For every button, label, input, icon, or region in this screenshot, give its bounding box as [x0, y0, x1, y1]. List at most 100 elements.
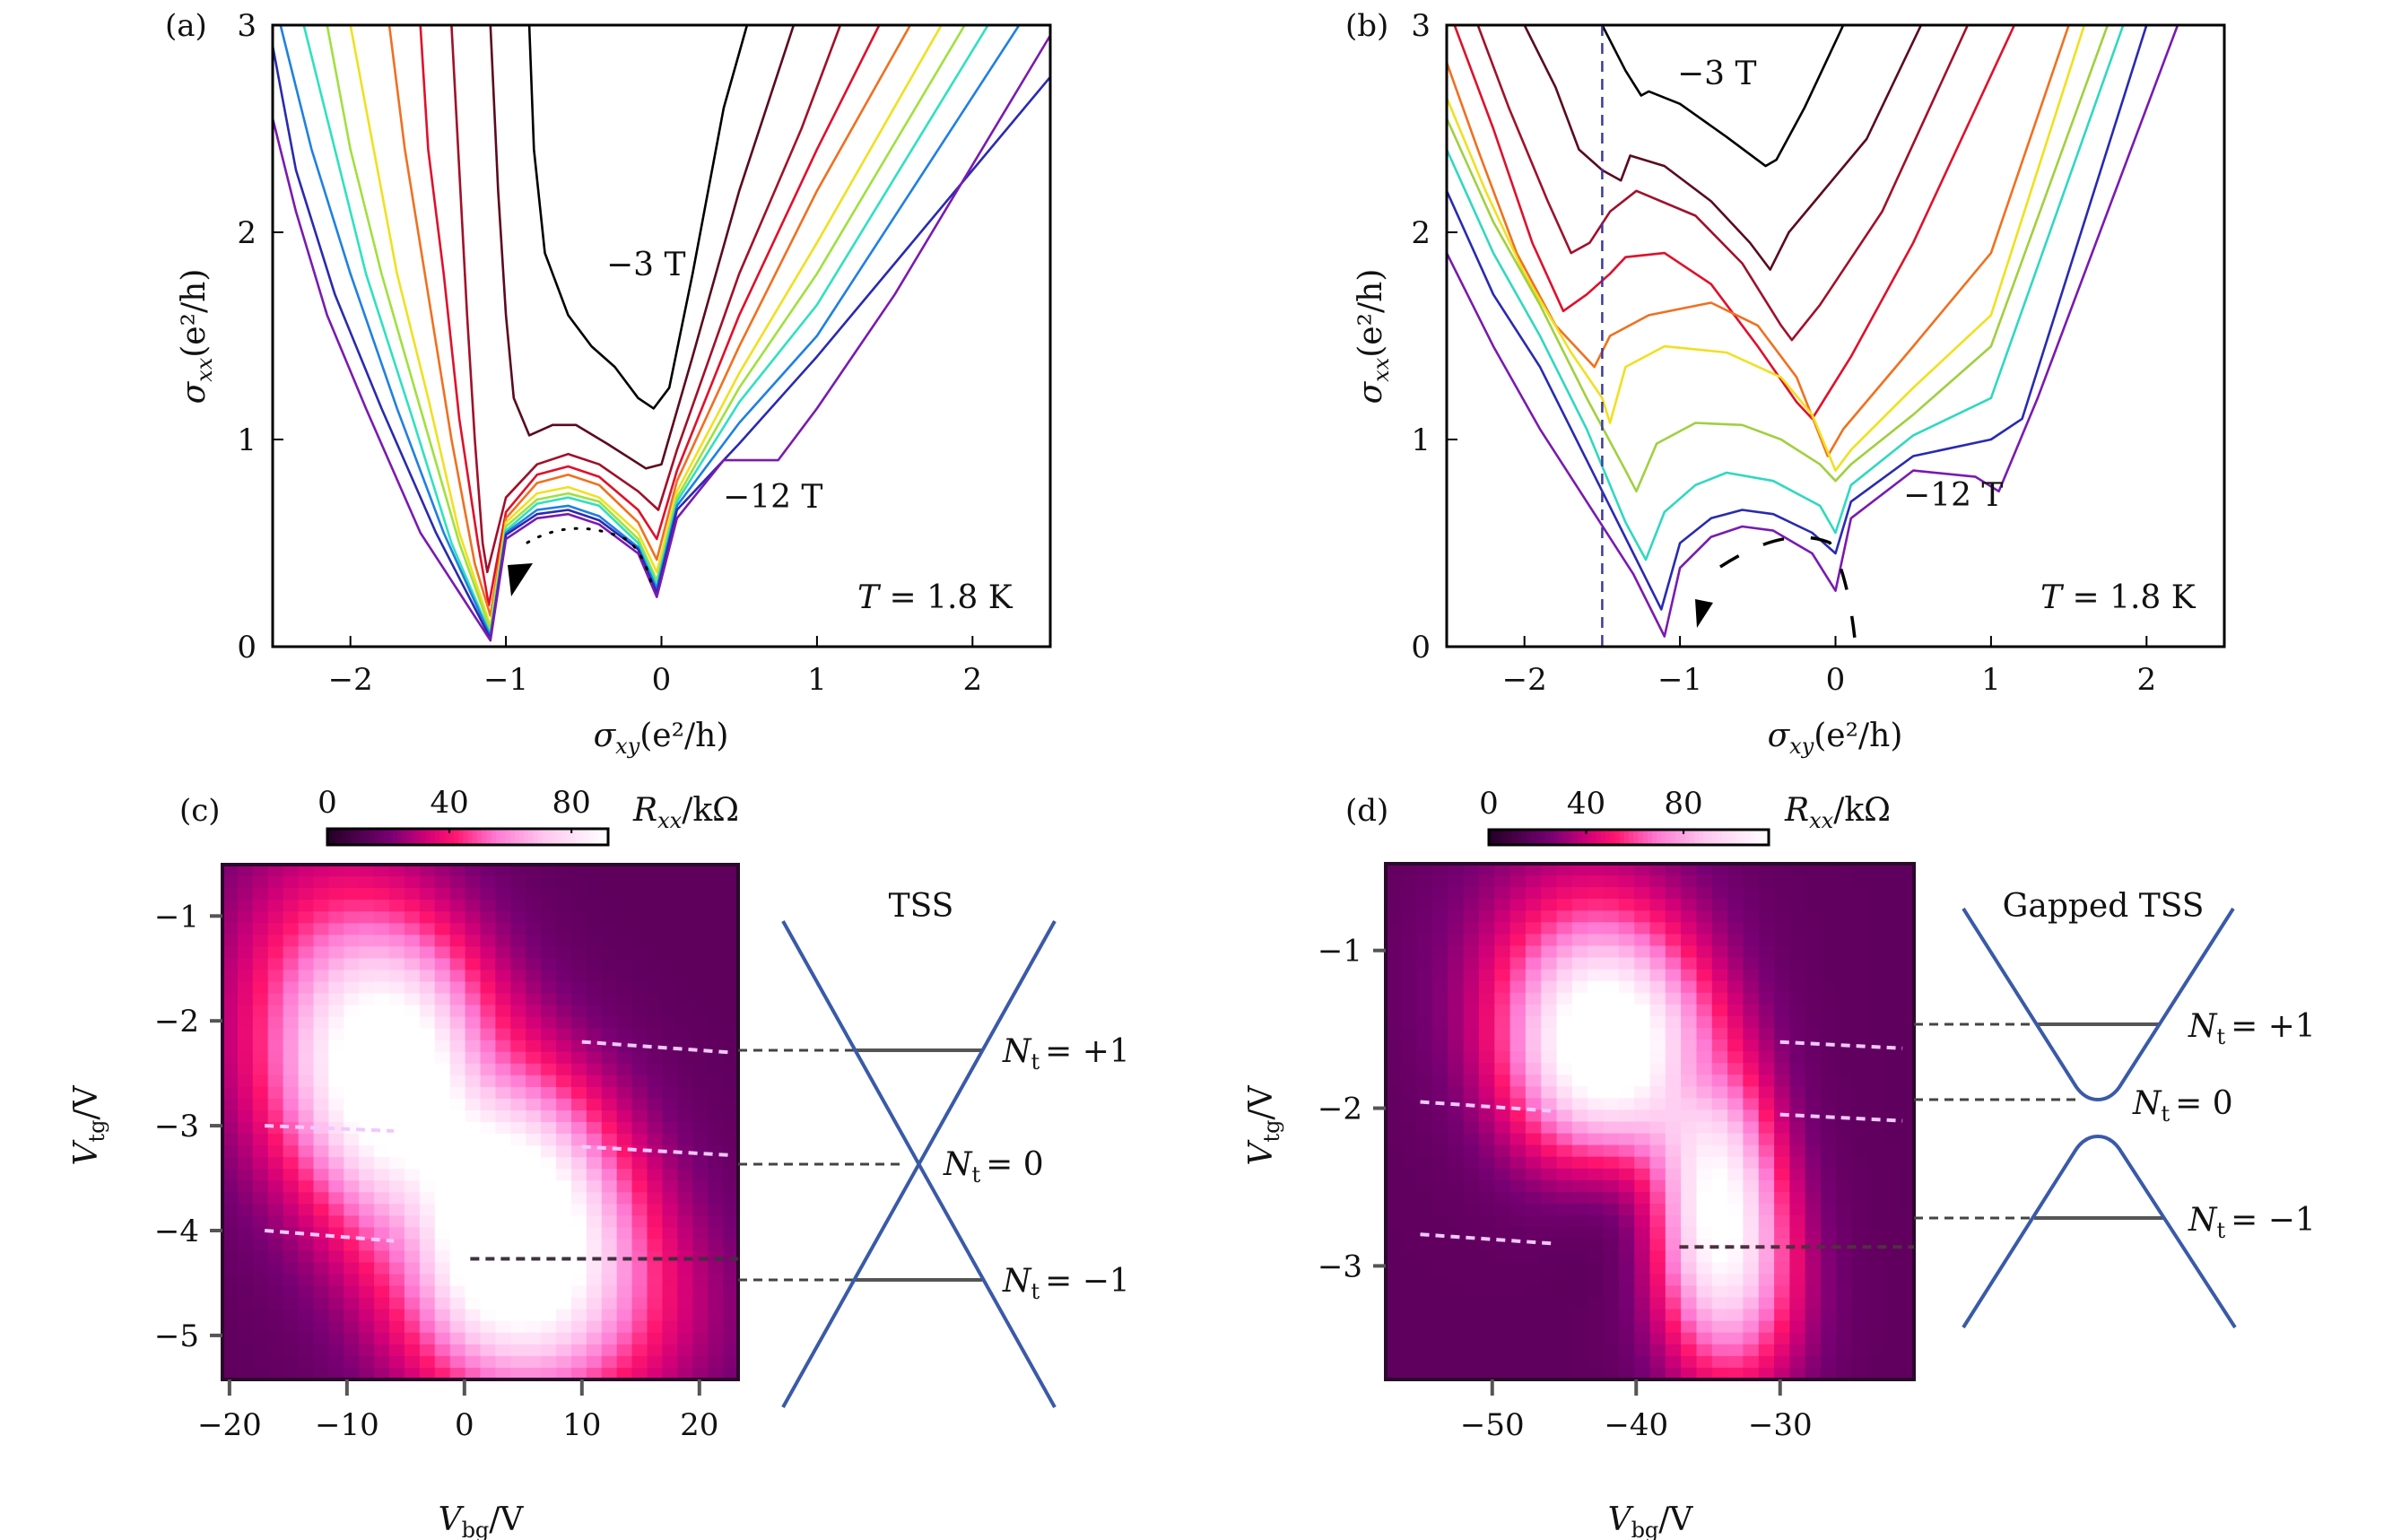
heatmap-cell	[692, 993, 709, 1006]
heatmap-cell	[480, 1285, 496, 1299]
heatmap-cell	[692, 1344, 709, 1357]
heatmap-cell	[571, 1028, 587, 1041]
colorbar-segment	[327, 829, 333, 845]
heatmap-cell	[1867, 1332, 1883, 1345]
colorbar-segment	[500, 829, 506, 845]
tss-title: TSS	[889, 888, 954, 925]
heatmap-cell	[677, 1192, 693, 1205]
heatmap-cell	[601, 958, 618, 970]
heatmap-cell	[1634, 1121, 1651, 1135]
heatmap-cell	[237, 1204, 254, 1216]
heatmap-cell	[601, 865, 618, 877]
heatmap-cell	[1432, 887, 1448, 900]
heatmap-cell	[1696, 1098, 1713, 1111]
colorbar-segment	[1647, 830, 1653, 845]
heatmap-cell	[1851, 1063, 1868, 1075]
heatmap-cell	[541, 1368, 557, 1380]
heatmap-cell	[1401, 1332, 1418, 1345]
heatmap-cell	[1386, 910, 1402, 923]
heatmap-cell	[404, 1239, 421, 1252]
heatmap-cell	[1789, 1028, 1806, 1040]
heatmap-cell	[1789, 1133, 1806, 1146]
heatmap-cell	[647, 1274, 663, 1287]
heatmap-cell	[586, 1075, 603, 1088]
heatmap-cell	[374, 1368, 390, 1380]
heatmap-cell	[1758, 1332, 1775, 1345]
x-tick-label: −20	[197, 1407, 262, 1443]
heatmap-cell	[1867, 980, 1883, 994]
heatmap-cell	[1463, 957, 1480, 970]
heatmap-cell	[252, 1192, 269, 1205]
heatmap-cell	[1401, 1051, 1418, 1064]
colorbar-segment	[416, 829, 422, 845]
heatmap-cell	[283, 1028, 300, 1041]
heatmap-cell	[1494, 922, 1511, 935]
heatmap-cell	[1758, 1133, 1775, 1146]
heatmap-cell	[1681, 875, 1697, 888]
heatmap-cell	[449, 1239, 466, 1252]
heatmap-cell	[344, 1355, 360, 1369]
heatmap-cell	[541, 1028, 557, 1041]
heatmap-cell	[586, 1274, 603, 1287]
heatmap-cell	[1541, 910, 1558, 923]
heatmap-cell	[1883, 910, 1900, 923]
x-tick-label: −50	[1460, 1407, 1525, 1443]
series-line	[450, 25, 842, 574]
heatmap-cell	[541, 888, 557, 901]
heatmap-cell	[1681, 969, 1697, 982]
heatmap-cell	[1867, 1285, 1883, 1299]
heatmap-cell	[404, 1157, 421, 1170]
heatmap-cell	[1727, 945, 1744, 959]
heatmap-cell	[1789, 1004, 1806, 1017]
heatmap-cell	[1821, 1204, 1837, 1216]
heatmap-cell	[1727, 1075, 1744, 1087]
heatmap-cell	[298, 1215, 315, 1228]
heatmap-cell	[1541, 1297, 1558, 1310]
heatmap-cell	[601, 970, 618, 982]
heatmap-cell	[1618, 1215, 1635, 1228]
heatmap-cell	[1618, 992, 1635, 1005]
heatmap-cell	[1665, 1227, 1682, 1240]
heatmap-cell	[1665, 992, 1682, 1005]
heatmap-cell	[1463, 899, 1480, 911]
heatmap-cell	[1805, 1086, 1822, 1099]
heatmap-cell	[1401, 1086, 1418, 1099]
heatmap-cell	[389, 1368, 405, 1380]
heatmap-cell	[1851, 1168, 1868, 1181]
heatmap-cell	[465, 1028, 482, 1041]
heatmap-cell	[1851, 1133, 1868, 1146]
heatmap-cell	[313, 1063, 329, 1076]
heatmap-cell	[510, 1320, 526, 1334]
heatmap-cell	[1805, 1332, 1822, 1345]
heatmap-cell	[1898, 1121, 1915, 1135]
heatmap-cell	[313, 1098, 329, 1111]
heatmap-cell	[1541, 887, 1558, 900]
heatmap-cell	[419, 1320, 436, 1334]
heatmap-cell	[298, 1098, 315, 1111]
heatmap-cell	[1525, 1179, 1542, 1193]
heatmap-cell	[434, 1098, 451, 1111]
heatmap-cell	[313, 981, 329, 995]
heatmap-cell	[1571, 992, 1588, 1005]
heatmap-cell	[1836, 1285, 1853, 1299]
heatmap-cell	[1898, 875, 1915, 888]
heatmap-cell	[708, 888, 724, 901]
heatmap-cell	[1883, 1004, 1900, 1017]
heatmap-cell	[252, 1016, 269, 1030]
heatmap-cell	[1618, 980, 1635, 994]
y-tick-label: 1	[1411, 422, 1431, 458]
heatmap-cell	[723, 1134, 739, 1146]
heatmap-cell	[692, 1110, 709, 1123]
heatmap-cell	[556, 1075, 572, 1088]
heatmap-cell	[1588, 1285, 1605, 1299]
heatmap-cell	[1665, 1367, 1682, 1380]
heatmap-cell	[1463, 1332, 1480, 1345]
colorbar-segment	[1763, 830, 1770, 845]
heatmap-cell	[1494, 1215, 1511, 1228]
heatmap-cell	[541, 1098, 557, 1111]
x-tick-label: 0	[652, 662, 672, 698]
heatmap-cell	[631, 1250, 648, 1264]
heatmap-cell	[616, 1180, 633, 1193]
heatmap-cell	[1541, 1250, 1558, 1263]
